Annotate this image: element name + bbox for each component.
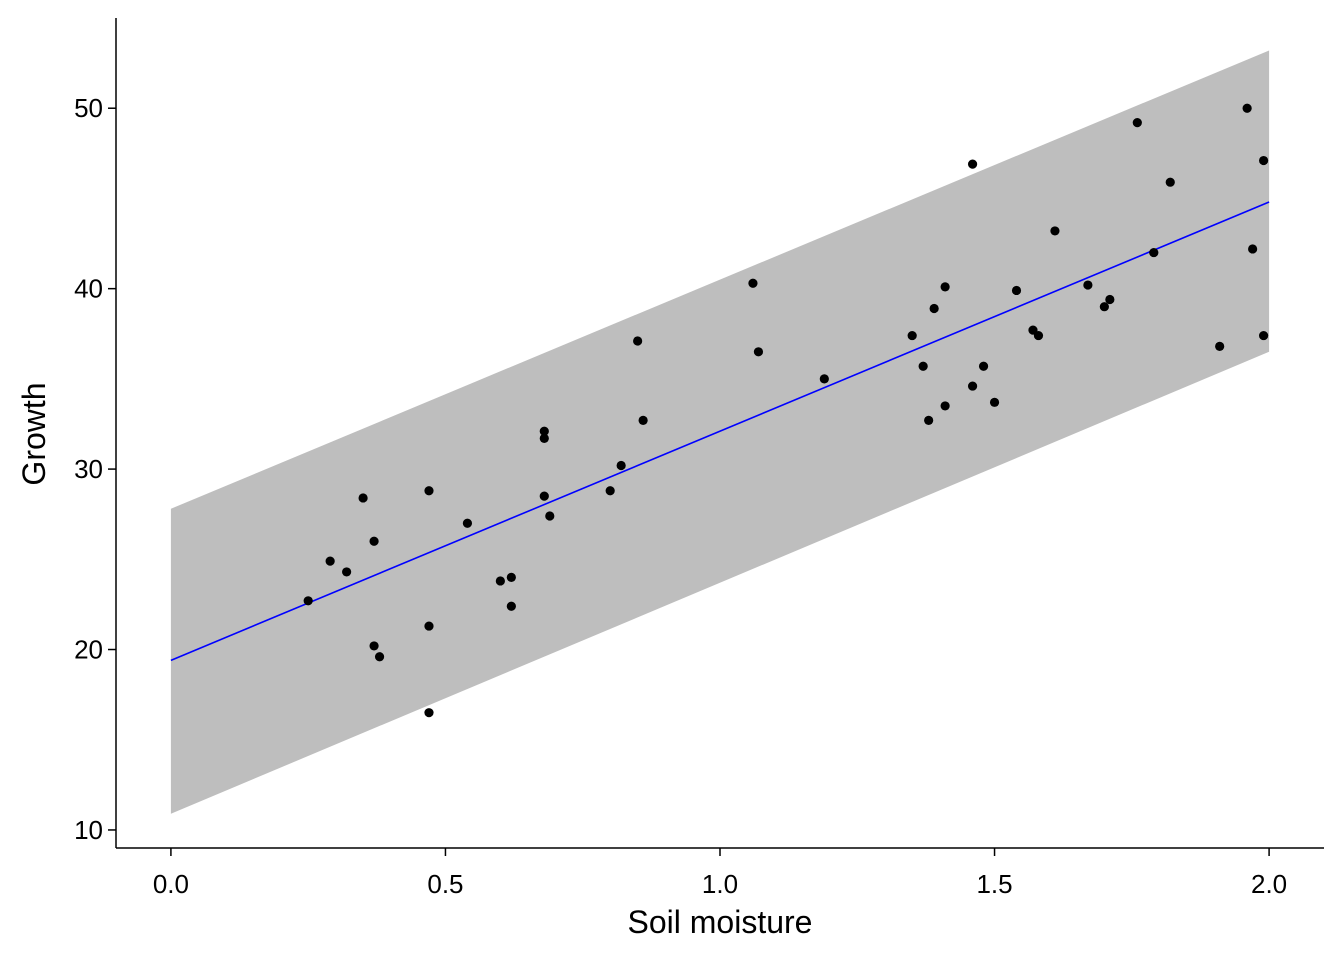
data-point xyxy=(918,361,928,371)
data-point xyxy=(424,708,434,718)
x-tick-label: 1.0 xyxy=(702,869,738,899)
y-tick-label: 50 xyxy=(74,93,103,123)
x-tick-label: 0.5 xyxy=(427,869,463,899)
data-point xyxy=(1050,226,1060,236)
y-tick-label: 10 xyxy=(74,815,103,845)
data-point xyxy=(369,536,379,546)
data-point xyxy=(495,576,505,586)
data-point xyxy=(978,361,989,371)
data-point xyxy=(325,556,335,566)
x-tick-label: 0.0 xyxy=(153,869,189,899)
data-point xyxy=(342,567,352,577)
data-point xyxy=(633,336,643,346)
data-point xyxy=(967,159,978,169)
fit-line-layer xyxy=(170,201,1270,662)
data-point xyxy=(424,621,434,631)
data-point xyxy=(1083,280,1093,290)
data-point xyxy=(1259,330,1269,341)
y-tick-label: 40 xyxy=(74,274,103,304)
prediction-band xyxy=(170,50,1270,814)
axes-layer: 0.0 0.5 1.0 1.5 2.0 10 20 30 40 50 xyxy=(74,18,1324,899)
x-axis-title: Soil moisture xyxy=(628,904,813,940)
x-tick-label: 1.5 xyxy=(976,869,1012,899)
data-point xyxy=(616,460,626,471)
data-point xyxy=(539,426,549,436)
data-point xyxy=(929,303,939,314)
data-point xyxy=(369,641,379,651)
regression-line xyxy=(170,201,1270,662)
data-point xyxy=(967,381,978,391)
y-tick-label: 30 xyxy=(74,454,103,484)
prediction-band-layer xyxy=(170,50,1270,814)
data-point xyxy=(462,518,473,528)
data-point xyxy=(545,511,555,521)
data-point xyxy=(1132,118,1142,128)
x-tick-label: 2.0 xyxy=(1251,869,1287,899)
data-point xyxy=(303,596,313,606)
data-point xyxy=(924,415,934,425)
data-point xyxy=(506,601,516,611)
data-point xyxy=(358,493,368,503)
data-point xyxy=(940,401,950,411)
data-point xyxy=(940,282,950,292)
data-point xyxy=(753,347,764,357)
data-point xyxy=(506,572,516,582)
data-point xyxy=(748,278,758,288)
data-point xyxy=(819,374,829,384)
y-axis-title: Growth xyxy=(16,382,52,485)
data-point xyxy=(638,415,648,425)
data-point xyxy=(1259,155,1269,166)
data-point xyxy=(1165,177,1175,187)
data-point xyxy=(1149,247,1159,258)
data-point xyxy=(1215,341,1225,351)
data-points-layer xyxy=(303,103,1269,718)
data-point xyxy=(374,652,385,662)
data-point xyxy=(539,491,549,501)
data-point xyxy=(1033,330,1044,341)
data-point xyxy=(1242,103,1252,113)
data-point xyxy=(1011,285,1022,296)
data-point xyxy=(989,397,1000,407)
data-point xyxy=(1248,244,1258,254)
data-point xyxy=(907,330,917,341)
data-point xyxy=(424,486,434,496)
data-point xyxy=(605,486,615,496)
data-point xyxy=(539,433,549,444)
y-tick-label: 20 xyxy=(74,635,103,665)
data-point xyxy=(1105,294,1115,305)
data-point xyxy=(1099,302,1109,312)
